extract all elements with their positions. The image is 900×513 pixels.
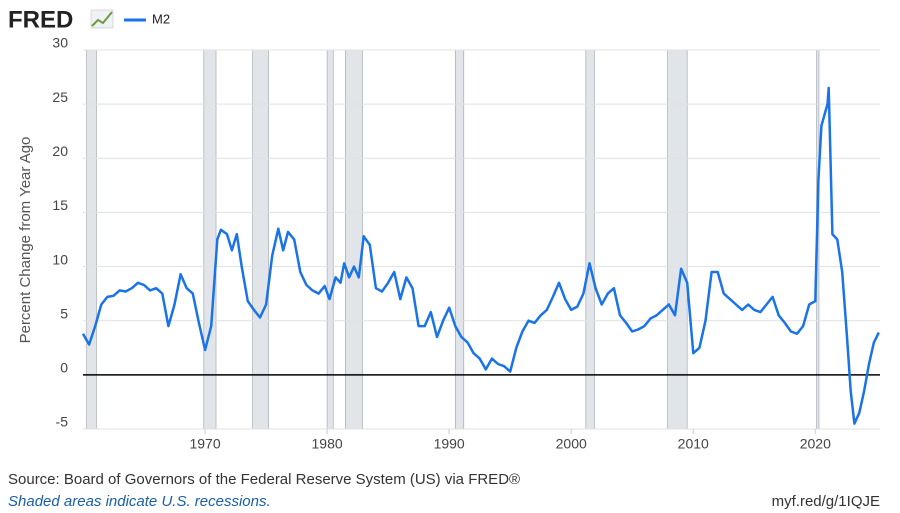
series-line bbox=[81, 86, 880, 425]
recession-band bbox=[585, 49, 595, 430]
y-tick-label: 0 bbox=[60, 360, 68, 376]
y-tick-label: 25 bbox=[52, 89, 68, 105]
url: myf.red/g/1IQJE bbox=[772, 493, 880, 510]
y-tick-label: 20 bbox=[52, 143, 68, 159]
y-tick-label: 10 bbox=[52, 251, 68, 267]
logo: FRED bbox=[8, 6, 73, 33]
x-tick-label: 1990 bbox=[434, 436, 465, 452]
source: Source: Board of Governors of the Federa… bbox=[8, 471, 520, 488]
y-tick-label: 5 bbox=[60, 305, 68, 321]
x-tick-label: 2010 bbox=[678, 436, 709, 452]
legend-label: M2 bbox=[152, 11, 170, 26]
recession-band bbox=[252, 49, 269, 430]
x-tick-label: 2000 bbox=[556, 436, 587, 452]
note: Shaded areas indicate U.S. recessions. bbox=[8, 493, 271, 510]
y-tick-label: -5 bbox=[56, 414, 69, 430]
recession-band bbox=[86, 49, 97, 430]
recession-band bbox=[203, 49, 217, 430]
y-tick-label: 30 bbox=[52, 35, 68, 51]
y-axis-title: Percent Change from Year Ago bbox=[17, 137, 34, 344]
recession-band bbox=[454, 49, 465, 430]
x-tick-label: 1980 bbox=[312, 436, 343, 452]
recession-band bbox=[326, 49, 334, 430]
x-tick-label: 2020 bbox=[800, 436, 831, 452]
y-tick-label: 15 bbox=[52, 197, 68, 213]
recession-band bbox=[345, 49, 363, 430]
recession-band bbox=[667, 49, 688, 430]
logo-icon bbox=[90, 9, 114, 29]
x-tick-label: 1970 bbox=[189, 436, 220, 452]
